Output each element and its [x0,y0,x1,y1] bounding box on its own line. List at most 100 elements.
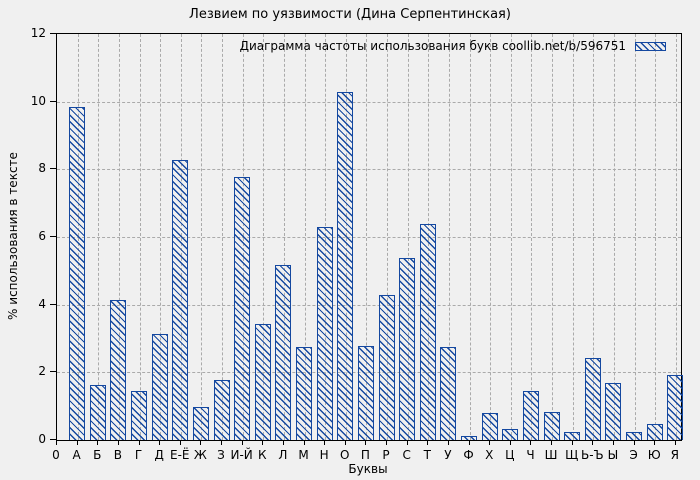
bar-Т [419,223,436,440]
x-tick-mark [530,440,532,445]
bar-Г [131,391,147,440]
x-tick-mark [76,440,78,445]
x-tick-mark [406,440,408,445]
legend-label: Диаграмма частоты использования букв coo… [239,39,626,53]
x-tick-label: Ы [607,448,619,462]
x-tick-label: Я [670,448,679,462]
x-tick-mark [303,440,305,445]
x-tick-mark [509,440,511,445]
y-tick-mark [50,236,56,237]
v-gridline [655,34,657,440]
x-tick-mark [138,440,140,445]
y-tick-label: 2 [38,364,46,379]
legend: Диаграмма частоты использования букв coo… [240,39,666,53]
v-gridline [448,34,450,440]
bar-А [69,107,86,440]
x-tick-label: Ч [526,448,535,462]
x-tick-label: В [113,448,122,462]
y-tick-label: 12 [30,26,46,40]
bar-Ш [543,411,560,440]
y-axis-ticks: 0 2 4 6 8 10 12 [0,26,56,446]
x-tick-mark [56,440,57,445]
x-tick-label: Е-Ё [170,448,190,462]
v-gridline [263,34,265,440]
v-gridline [98,34,100,440]
v-gridline [552,34,554,440]
bar-З [213,379,230,440]
bar-Б [89,384,106,440]
x-tick-label: Р [382,448,390,462]
y-tick-mark [50,303,56,305]
v-gridline [490,34,492,440]
v-gridline [201,34,203,440]
x-tick-mark [159,440,161,445]
v-gridline [531,34,533,440]
x-tick-mark [468,440,470,445]
bar-В [110,300,127,440]
bar-Ч [522,391,539,440]
chart-title: Лезвием по уязвимости (Дина Серпентинска… [189,7,511,22]
x-tick-mark [262,440,264,445]
y-tick-label: 8 [38,161,46,176]
bar-Н [316,227,333,440]
y-tick-label: 0 [38,432,46,446]
x-tick-mark [117,440,119,445]
x-axis-label: Буквы [348,462,388,476]
x-tick-label: З [217,448,225,462]
x-tick-mark [365,440,367,445]
bar-Ф [461,436,478,440]
x-tick-label: Щ [565,448,579,462]
bar-Е-Ё [172,159,189,440]
x-tick-label: Б [93,448,102,462]
h-gridline-6 [57,237,681,238]
bar-Ь-Ъ [584,357,601,440]
y-tick-label: 6 [38,229,46,243]
bar-Я [667,374,684,440]
bar-Р [378,295,395,440]
y-tick-mark [50,371,56,373]
h-gridline-8 [57,169,681,171]
x-tick-mark [612,440,614,445]
legend-swatch-icon [635,41,666,51]
x-tick-mark [241,440,243,445]
v-gridline [222,34,224,440]
v-gridline [304,34,306,440]
x-tick-label: Л [278,448,288,462]
x-tick-label: И-Й [230,448,253,462]
x-tick-mark [386,440,388,445]
bar-Щ [564,432,581,440]
v-gridline [283,34,285,440]
v-gridline [387,34,389,440]
x-tick-label: К [258,448,267,462]
v-gridline [407,34,409,440]
bar-Х [481,413,498,440]
x-tick-label: Ж [193,448,207,462]
x-tick-label: Н [319,448,329,462]
x-tick-mark [344,440,346,445]
v-gridline [613,34,615,440]
bar-Д [151,333,168,440]
bar-И-Й [234,176,251,440]
y-tick-label: 10 [30,93,46,108]
x-tick-mark [489,440,491,445]
v-gridline [510,34,512,440]
bar-У [440,347,457,440]
v-gridline [593,34,595,440]
x-tick-mark [654,440,656,445]
x-tick-label: 0 [52,448,60,462]
bar-С [399,257,416,440]
x-tick-mark [282,440,284,445]
x-tick-mark [97,440,99,445]
x-tick-label: Ю [647,448,661,462]
bar-Л [275,264,292,440]
x-tick-mark [221,440,223,445]
bar-М [296,347,313,440]
x-tick-label: С [402,448,411,462]
v-gridline [366,34,368,440]
x-tick-label: Ц [505,448,515,462]
x-tick-label: О [340,448,350,462]
v-gridline [572,34,574,440]
bar-Ж [192,406,209,440]
x-axis-ticks: 0 А Б В Г Д Е-Ё Ж З И-Й К Л М Н О П Р С Т У Ф Х Ц Ч Ш Щ Ь-Ъ Ы Э Ю Я [52,440,680,464]
